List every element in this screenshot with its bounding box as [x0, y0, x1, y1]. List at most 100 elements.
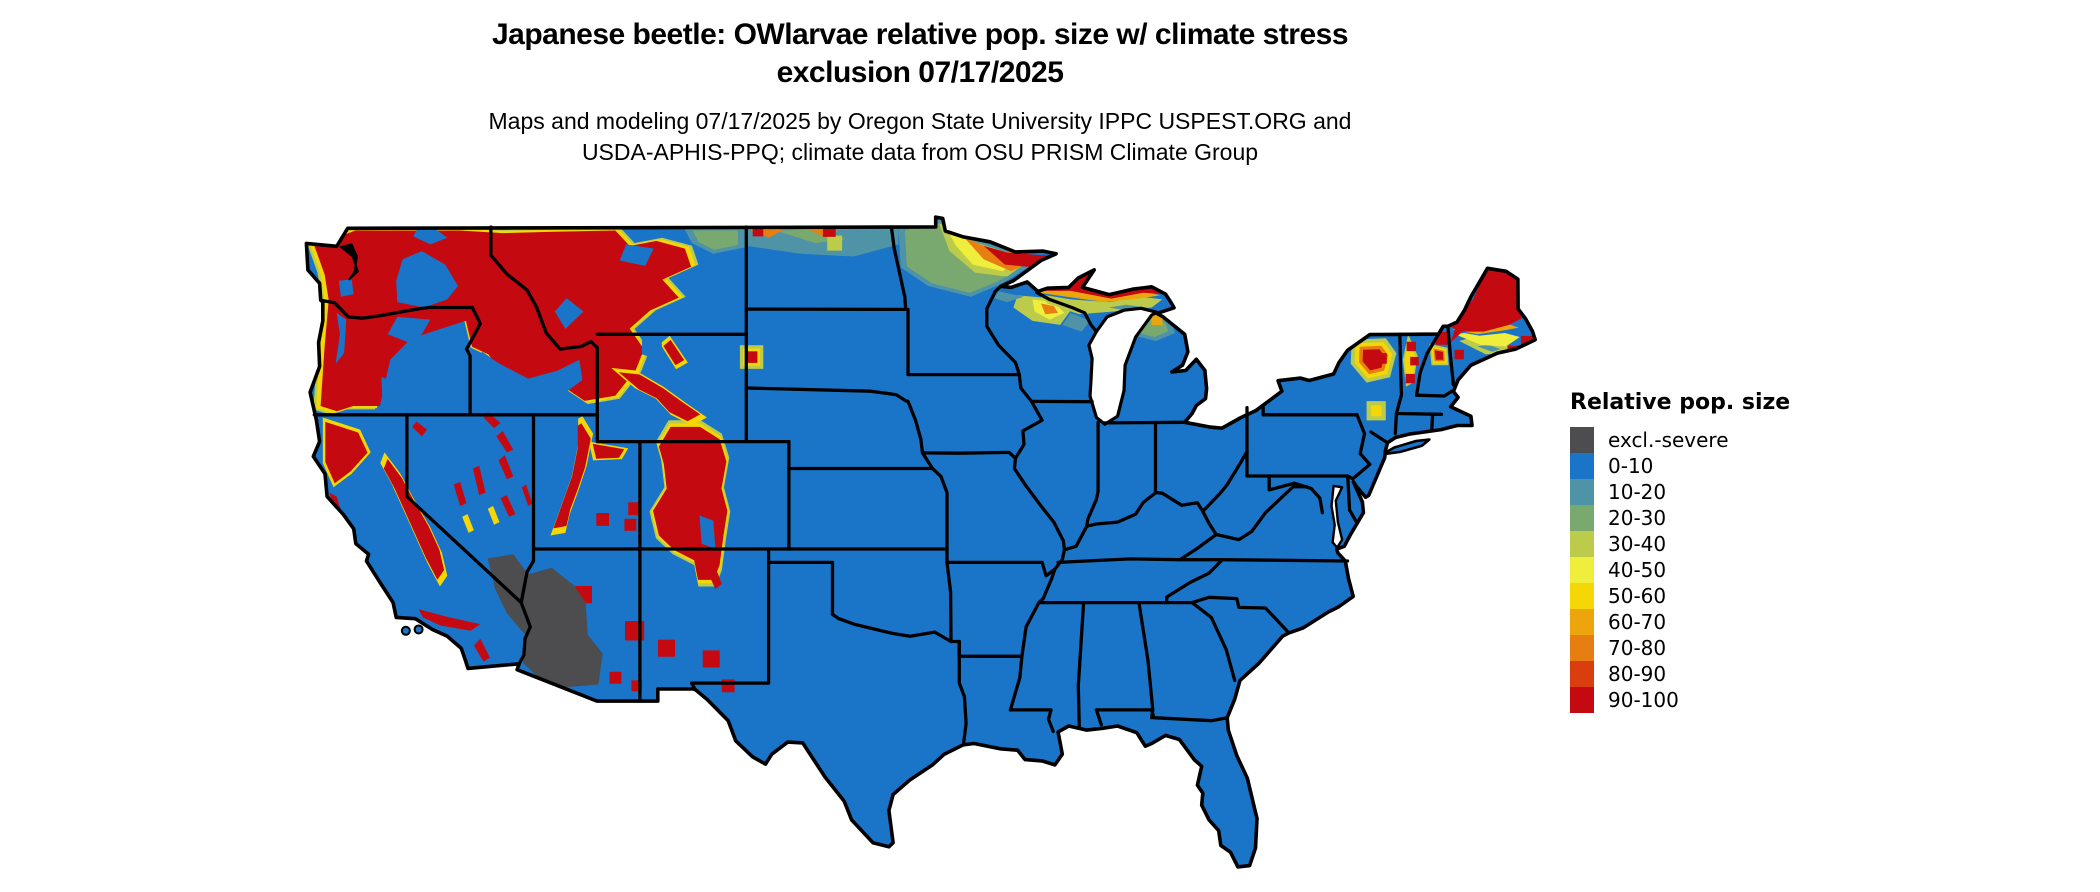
legend-item: 20-30 — [1570, 505, 1790, 531]
state-border — [1414, 332, 1441, 397]
state-border — [945, 560, 953, 644]
patch — [624, 518, 637, 531]
page-title-line1: Japanese beetle: OWlarvae relative pop. … — [491, 18, 1349, 51]
state-border — [1076, 600, 1086, 730]
state-border — [1062, 524, 1089, 552]
patch — [628, 502, 641, 516]
legend-swatch — [1570, 609, 1594, 635]
state-border — [1008, 708, 1055, 734]
valley-hole — [381, 377, 467, 409]
exclusion-zone — [487, 554, 603, 688]
state-border — [1220, 558, 1350, 563]
valley-hole — [338, 279, 354, 297]
patch — [325, 421, 368, 484]
patch — [1037, 269, 1164, 299]
patch — [553, 423, 591, 529]
state-border — [489, 225, 599, 351]
state-border — [766, 547, 835, 617]
state-border — [1094, 708, 1103, 727]
patch — [609, 671, 622, 684]
state-border — [1085, 449, 1249, 528]
patch — [383, 458, 445, 580]
state-border — [1094, 708, 1229, 723]
patch — [498, 455, 514, 480]
legend-item: 60-70 — [1570, 609, 1790, 635]
state-border — [1369, 430, 1390, 445]
valley-hole — [413, 228, 448, 245]
subtitle-line1: Maps and modeling 07/17/2025 by Oregon S… — [488, 108, 1352, 134]
state-border — [1085, 420, 1100, 528]
title-block: Japanese beetle: OWlarvae relative pop. … — [0, 16, 1840, 168]
legend-label: 50-60 — [1608, 584, 1667, 608]
legend-label: excl.-severe — [1608, 428, 1729, 452]
patch — [663, 339, 685, 366]
patch — [994, 291, 1024, 303]
lake-michigan — [1087, 306, 1159, 426]
legend-rows: excl.-severe 0-10 10-20 20-30 30-40 40-50 50-6… — [1570, 427, 1790, 713]
state-border — [920, 450, 1018, 460]
state-border — [1178, 532, 1218, 562]
legend-swatch — [1570, 583, 1594, 609]
puget-sound — [339, 243, 359, 281]
patch — [1370, 405, 1382, 417]
legend-item: 70-80 — [1570, 635, 1790, 661]
legend-label: 20-30 — [1608, 506, 1667, 530]
legend-label: 70-80 — [1608, 636, 1667, 660]
patch — [462, 514, 474, 533]
state-border — [1346, 474, 1355, 512]
legend-swatch — [1570, 531, 1594, 557]
legend-swatch — [1570, 427, 1594, 453]
state-border — [985, 284, 1067, 712]
patch — [1405, 373, 1415, 384]
patch — [521, 484, 533, 506]
raster-patches — [306, 219, 1534, 693]
state-border — [1351, 413, 1372, 481]
valley-hole — [699, 515, 716, 549]
patch — [721, 679, 735, 693]
patch — [827, 235, 843, 251]
valley-hole — [619, 244, 654, 266]
patch — [1454, 333, 1520, 347]
legend-swatch — [1570, 453, 1594, 479]
legend-swatch — [1570, 635, 1594, 661]
patch — [1434, 350, 1444, 360]
legend-swatch — [1570, 687, 1594, 713]
legend-item: 50-60 — [1570, 583, 1790, 609]
valley-hole — [387, 316, 431, 346]
state-border — [319, 298, 475, 320]
legend-item: 10-20 — [1570, 479, 1790, 505]
legend-item: excl.-severe — [1570, 427, 1790, 453]
subtitle: Maps and modeling 07/17/2025 by Oregon S… — [0, 106, 1840, 168]
patch — [473, 638, 490, 662]
legend-label: 0-10 — [1608, 454, 1654, 478]
patch — [702, 650, 720, 668]
channel-island — [400, 625, 411, 636]
legend-label: 80-90 — [1608, 662, 1667, 686]
legend-swatch — [1570, 505, 1594, 531]
state-border — [1103, 420, 1187, 425]
map-legend: Relative pop. size excl.-severe 0-10 10-20… — [1570, 390, 1790, 713]
patch — [1477, 344, 1501, 352]
state-border — [1190, 600, 1237, 683]
state-border — [1164, 558, 1224, 605]
patch — [500, 495, 516, 517]
patch — [1041, 303, 1059, 315]
patch — [1449, 268, 1522, 343]
state-border — [945, 560, 1057, 578]
patch — [596, 513, 609, 526]
patch — [618, 372, 701, 422]
legend-label: 60-70 — [1608, 610, 1667, 634]
patch — [745, 351, 758, 363]
state-border — [464, 305, 482, 417]
state-border — [595, 413, 791, 444]
legend-item: 30-40 — [1570, 531, 1790, 557]
patch — [1410, 356, 1419, 366]
patch — [453, 481, 467, 506]
legend-item: 80-90 — [1570, 661, 1790, 687]
patch — [412, 421, 428, 437]
patch — [1376, 353, 1387, 364]
legend-label: 30-40 — [1608, 532, 1667, 556]
conus-outline — [304, 215, 1537, 869]
patch — [658, 639, 675, 657]
